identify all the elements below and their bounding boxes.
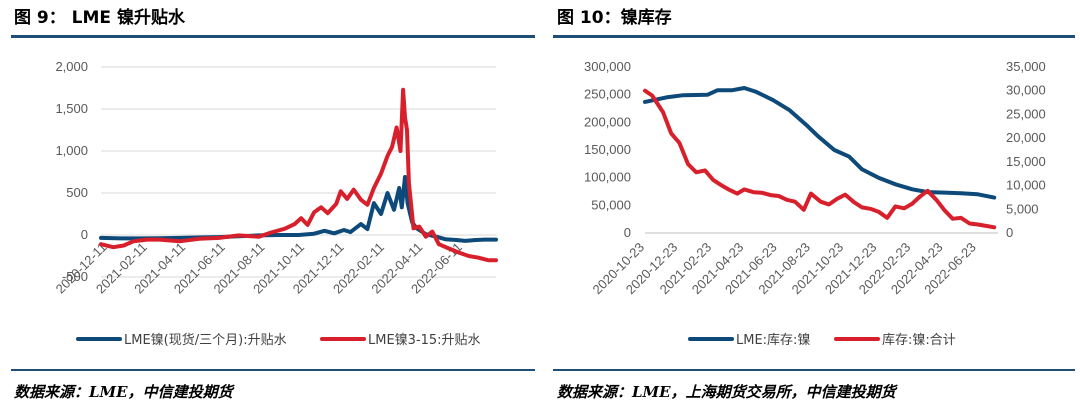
left-ytick-label: 2,000 [55,59,88,74]
right-y2tick-label: 25,000 [1006,106,1046,121]
left-legend-label-2: LME镍3-15:升贴水 [368,333,481,348]
premium-chart: -50005001,0001,5002,0002020-12-112021-02… [53,59,498,348]
right-y2tick-label: 5,000 [1006,201,1039,216]
right-y2tick-label: 35,000 [1006,59,1046,74]
right-series-line-1 [643,86,997,200]
right-y2tick-label: 20,000 [1006,130,1046,145]
left-legend-label-1: LME镍(现货/三个月):升贴水 [124,332,287,348]
left-ytick-label: 1,500 [55,101,88,116]
right-ytick-label: 50,000 [591,197,631,212]
right-y2tick-label: 10,000 [1006,178,1046,193]
right-legend-label-1: LME:库存:镍 [736,332,810,348]
right-figure-title: 图 10：镍库存 [557,8,672,28]
left-series-line-2 [99,87,498,263]
right-ytick-label: 250,000 [584,87,631,102]
right-source-note: 数据来源：LME，上海期货交易所，中信建投期货 [557,383,896,401]
left-ytick-label: 500 [66,185,88,200]
left-ytick-label: 0 [81,227,88,242]
right-ytick-label: 100,000 [584,170,631,185]
left-ytick-label: -500 [62,269,88,284]
left-bottom-rule [11,369,535,371]
right-y2tick-label: 0 [1006,225,1013,240]
right-top-rule [553,35,1075,38]
right-ytick-label: 200,000 [584,114,631,129]
right-ytick-label: 0 [624,225,631,240]
left-top-rule [11,35,535,38]
left-ytick-label: 1,000 [55,143,88,158]
right-legend-label-2: 库存:镍:合计 [882,332,956,348]
left-figure-title: 图 9： LME 镍升贴水 [14,8,185,28]
left-source-note: 数据来源：LME，中信建投期货 [14,383,233,401]
inventory-chart: 0 50,000 100,000 150,000 200,000 250,000 300,0… [584,59,1046,348]
right-y2tick-label: 15,000 [1006,154,1046,169]
right-ytick-label: 150,000 [584,142,631,157]
right-bottom-rule [553,369,1075,371]
right-ytick-label: 300,000 [584,59,631,74]
right-series-line-2 [643,88,997,230]
right-y2tick-label: 30,000 [1006,83,1046,98]
